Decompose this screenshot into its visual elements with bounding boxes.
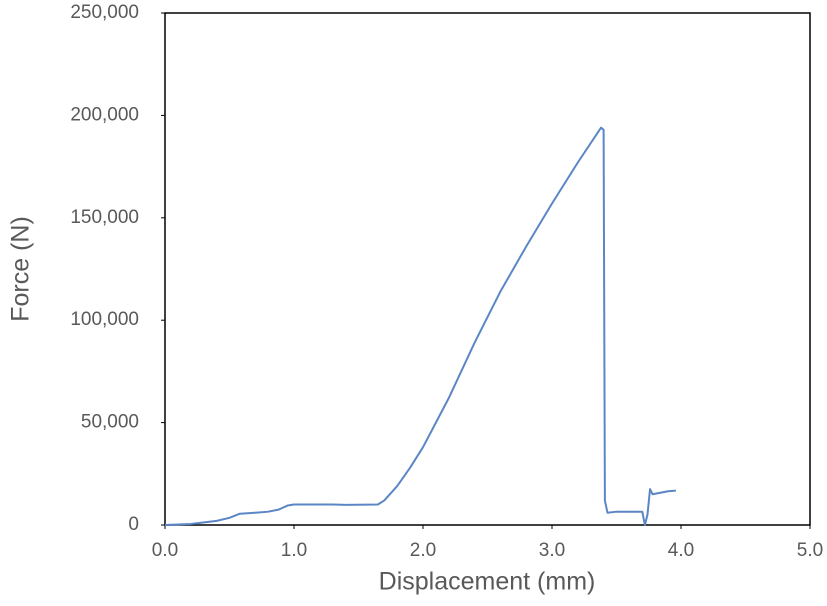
y-tick-label: 100,000 bbox=[70, 309, 139, 330]
x-tick-label: 1.0 bbox=[281, 540, 307, 561]
y-tick-label: 250,000 bbox=[70, 2, 139, 23]
x-tick-label: 4.0 bbox=[668, 540, 694, 561]
x-tick-label: 5.0 bbox=[797, 540, 823, 561]
data-line bbox=[164, 126, 676, 526]
y-tick-label: 150,000 bbox=[70, 207, 139, 228]
x-tick-label: 3.0 bbox=[539, 540, 565, 561]
y-axis-label: Force (N) bbox=[7, 216, 35, 322]
plot-frame bbox=[164, 12, 811, 526]
x-axis-label: Displacement (mm) bbox=[379, 568, 596, 596]
y-tick-label: 50,000 bbox=[81, 412, 139, 433]
x-tick-label: 0.0 bbox=[152, 540, 178, 561]
y-tick-label: 0 bbox=[128, 514, 139, 535]
y-tick-label: 200,000 bbox=[70, 104, 139, 125]
x-tick-label: 2.0 bbox=[410, 540, 436, 561]
